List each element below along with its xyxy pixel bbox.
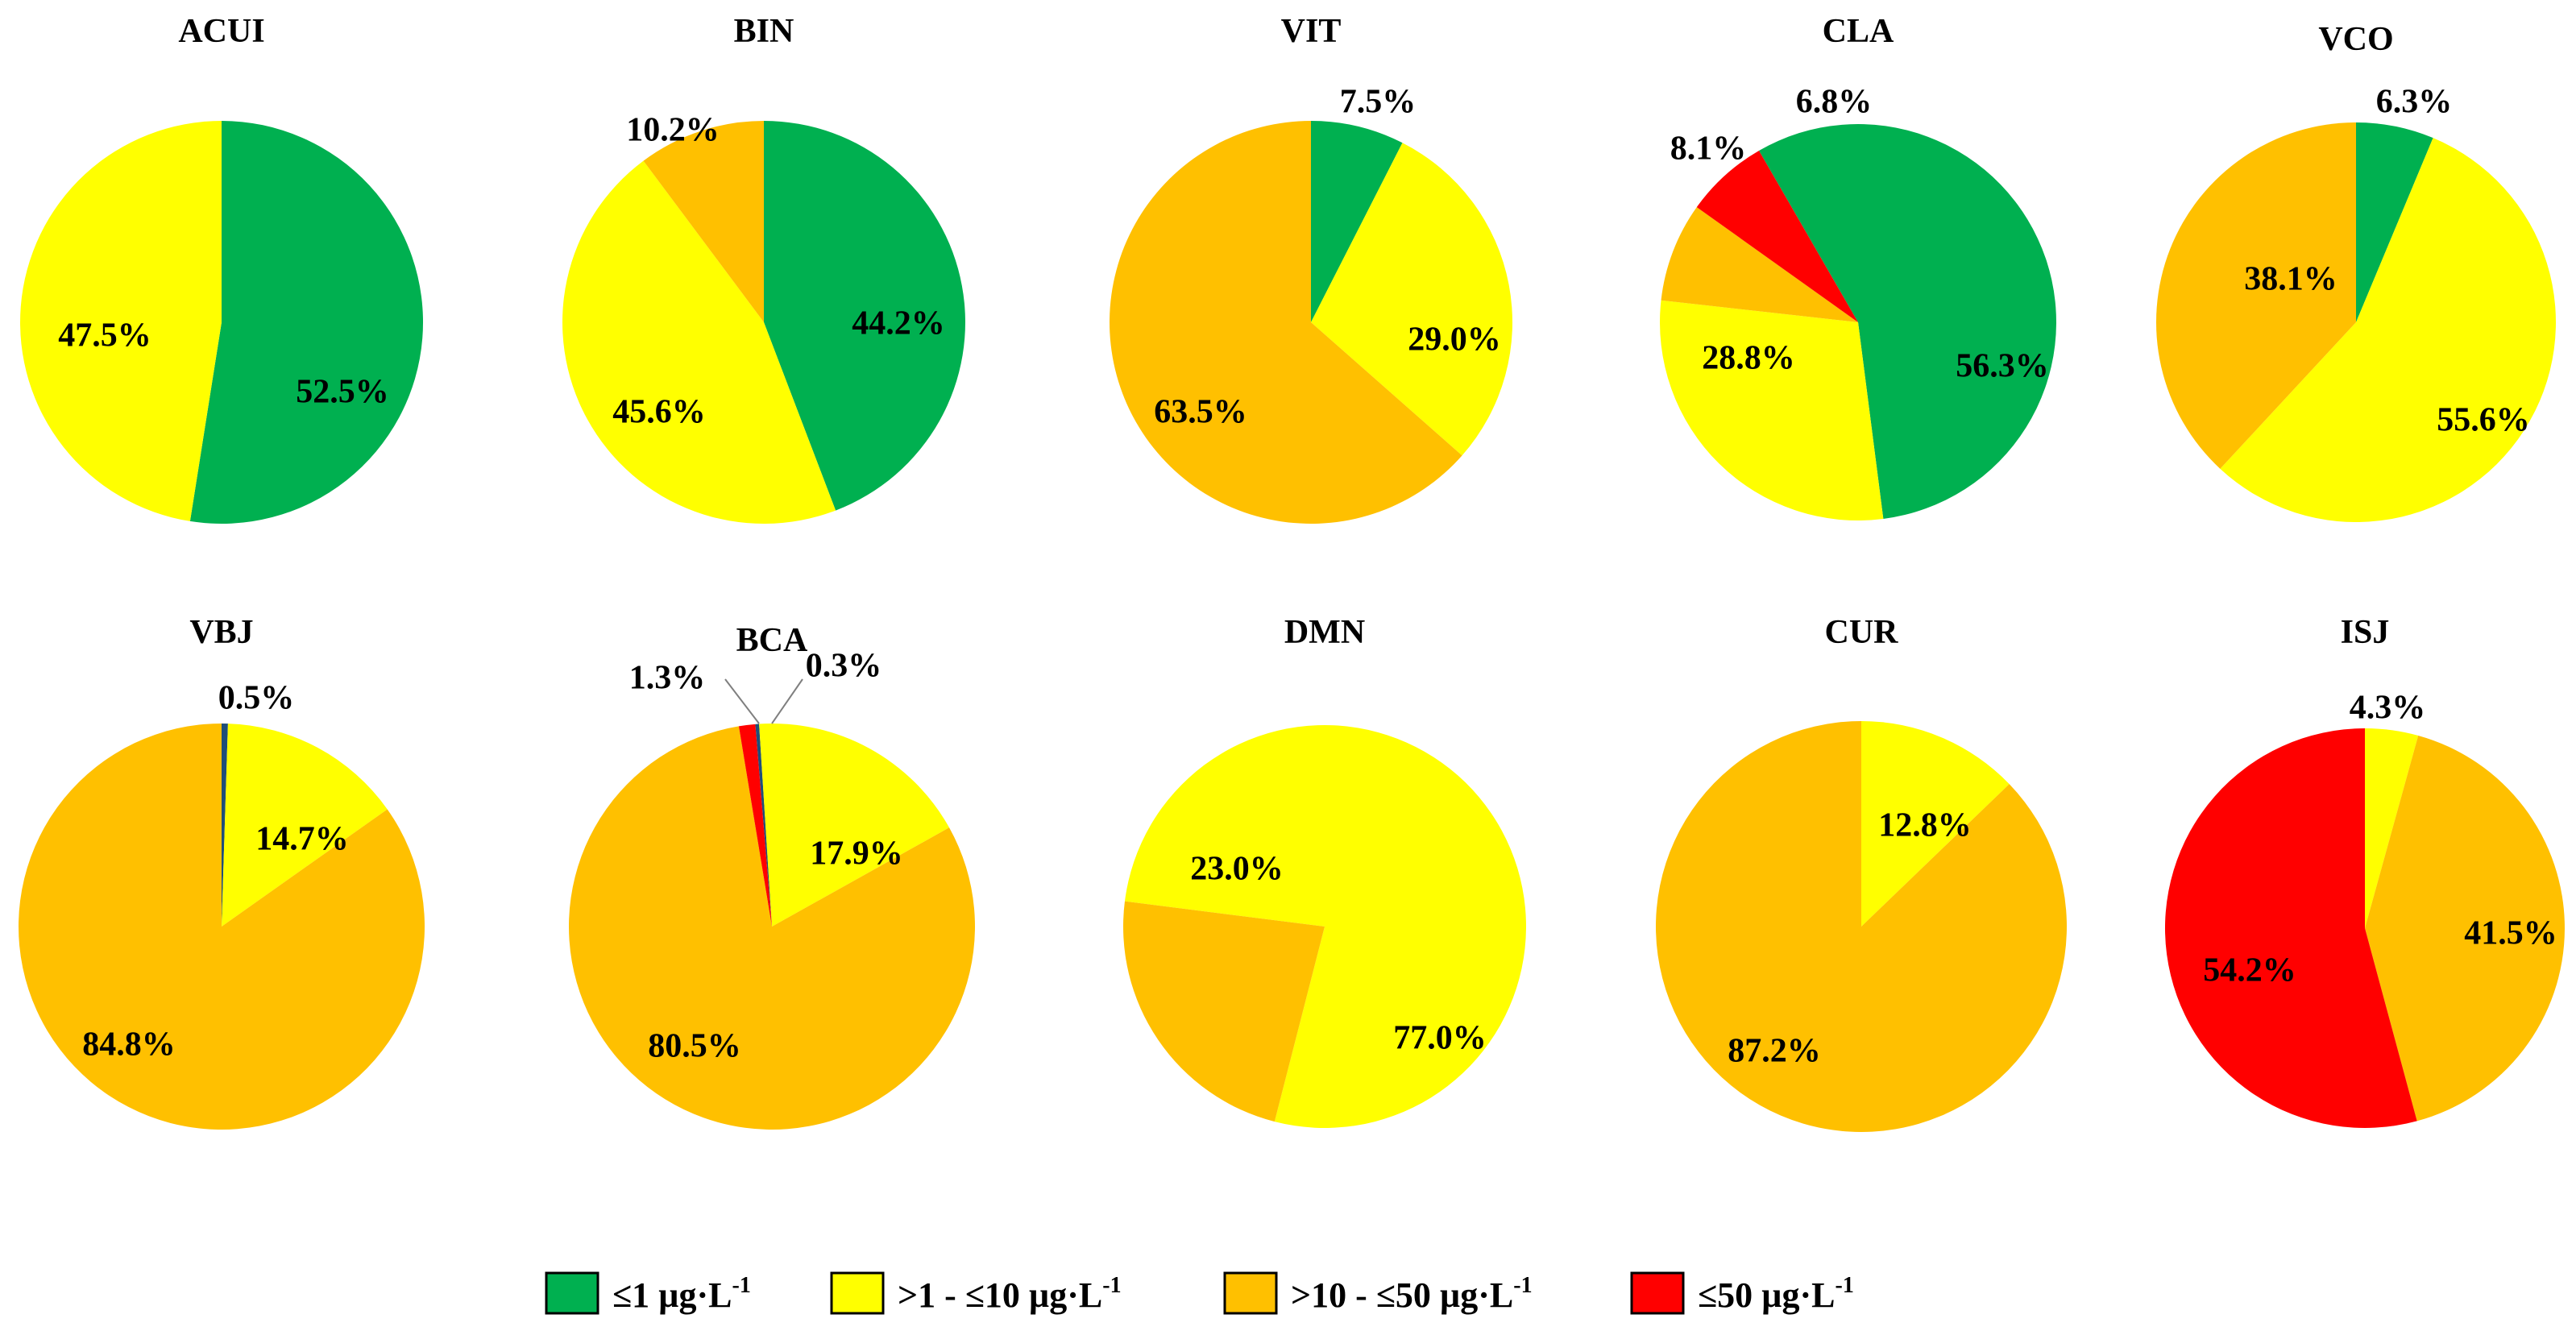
pie-title: CLA — [1823, 13, 1894, 50]
legend-swatch-le1 — [545, 1271, 599, 1315]
slice-label: 12.8% — [1878, 807, 1972, 844]
slice-label: 54.2% — [2203, 952, 2296, 989]
pie-title: BIN — [734, 13, 794, 50]
slice-label: 23.0% — [1190, 851, 1284, 888]
legend-swatch-gt10le50 — [1223, 1271, 1278, 1315]
slice-label: 52.5% — [296, 374, 389, 411]
pie-slice-dark — [755, 724, 772, 927]
pie-slice-gt1le10 — [562, 160, 836, 524]
legend-label-gt10le50: >10 - ≤50 µg·L-1 — [1291, 1273, 1533, 1315]
pie-slice-le1 — [2356, 122, 2433, 322]
pie-chart-cla: CLA 56.3% 28.8% 8.1% 6.8% — [1659, 13, 2056, 521]
pie-chart-acui: ACUI 52.5% 47.5% — [20, 13, 424, 524]
pie-title: VCO — [2318, 21, 2393, 58]
slice-label: 0.5% — [218, 680, 295, 717]
slice-label: 47.5% — [58, 317, 151, 355]
legend: ≤1 µg·L-1 >1 - ≤10 µg·L-1 >10 - ≤50 µg·L-1… — [545, 1271, 1854, 1315]
legend-swatch-le50 — [1630, 1271, 1685, 1315]
pie-chart-vbj: VBJ 0.5% 14.7% 84.8% — [19, 614, 425, 1130]
pie-slice-gt10le50 — [19, 724, 425, 1130]
pie-slice-gt10le50 — [643, 121, 764, 322]
pie-slice-gt10le50 — [2365, 736, 2565, 1122]
slice-label: 6.3% — [2376, 84, 2453, 121]
pie-slice-le1 — [189, 121, 424, 524]
slice-label: 80.5% — [648, 1028, 741, 1065]
slice-label: 87.2% — [1728, 1033, 1821, 1070]
slice-label: 44.2% — [852, 305, 945, 342]
slice-label: 38.1% — [2244, 261, 2337, 298]
slice-label: 77.0% — [1393, 1020, 1487, 1057]
pie-slice-le1 — [764, 121, 965, 511]
pie-chart-dmn: DMN 77.0% 23.0% — [1122, 614, 1526, 1129]
pie-slice-gt10le50 — [1655, 721, 2067, 1132]
slice-label: 0.3% — [806, 648, 882, 685]
pie-slice-gt1le10 — [222, 724, 388, 927]
pie-slice-le50 — [1696, 150, 1858, 322]
legend-swatch-gt1le10 — [830, 1271, 885, 1315]
slice-label: 6.8% — [1796, 84, 1873, 121]
slice-label: 7.5% — [1340, 84, 1417, 121]
slice-label: 17.9% — [810, 836, 903, 873]
pie-slice-gt1le10 — [20, 121, 222, 521]
pie-title: VBJ — [189, 614, 253, 651]
slice-label: 45.6% — [612, 394, 706, 431]
slice-label: 29.0% — [1408, 321, 1501, 359]
legend-label-le50: ≤50 µg·L-1 — [1698, 1273, 1854, 1315]
legend-label-gt1le10: >1 - ≤10 µg·L-1 — [898, 1273, 1122, 1315]
pie-chart-isj: ISJ 4.3% 41.5% 54.2% — [2164, 614, 2565, 1128]
pie-slice-gt1le10 — [759, 723, 950, 927]
pie-title: ISJ — [2341, 614, 2390, 651]
pie-title: ACUI — [178, 13, 264, 50]
pie-slice-gt10le50 — [568, 726, 975, 1130]
slice-label: 10.2% — [626, 112, 720, 149]
slice-label: 8.1% — [1670, 131, 1747, 168]
pie-chart-vit: VIT 7.5% 29.0% 63.5% — [1110, 13, 1513, 524]
pie-slice-gt1le10 — [1659, 300, 1884, 521]
pie-slice-dark — [222, 723, 228, 927]
pie-title: BCA — [736, 622, 808, 659]
pie-slice-gt1le10 — [2365, 728, 2419, 928]
slice-label: 41.5% — [2464, 915, 2557, 952]
slice-label: 4.3% — [2350, 690, 2426, 727]
pie-chart-cur: CUR 12.8% 87.2% — [1655, 614, 2067, 1132]
slice-label: 14.7% — [255, 821, 349, 858]
slice-label: 1.3% — [629, 660, 706, 697]
slice-label: 55.6% — [2437, 402, 2530, 439]
pie-slice-le50 — [2164, 728, 2417, 1128]
legend-label-le1: ≤1 µg·L-1 — [612, 1273, 751, 1315]
leader-line — [724, 678, 760, 724]
pie-slice-le1 — [1311, 121, 1403, 322]
pie-title: DMN — [1284, 614, 1365, 651]
pie-slice-le50 — [738, 724, 772, 927]
slice-label: 84.8% — [82, 1026, 176, 1064]
pie-title: CUR — [1825, 614, 1899, 651]
pie-slice-gt1le10 — [1861, 721, 2010, 927]
slice-label: 63.5% — [1154, 394, 1247, 431]
pie-chart-vco: VCO 6.3% 55.6% 38.1% — [2155, 21, 2557, 523]
pie-slice-gt10le50 — [2155, 122, 2356, 469]
pie-slice-gt10le50 — [1110, 121, 1462, 524]
pie-slice-le1 — [1759, 124, 2056, 519]
leader-line — [771, 678, 803, 724]
slice-label: 56.3% — [1956, 348, 2049, 385]
pie-slice-gt10le50 — [1122, 901, 1325, 1122]
pie-slice-gt1le10 — [2220, 138, 2557, 523]
slice-label: 28.8% — [1702, 340, 1795, 377]
pie-slice-gt10le50 — [1661, 207, 1858, 322]
pie-slice-gt1le10 — [1124, 725, 1526, 1129]
pie-slice-gt1le10 — [1311, 143, 1513, 456]
pie-chart-bin: BIN 44.2% 45.6% 10.2% — [562, 13, 965, 524]
pie-title: VIT — [1281, 13, 1342, 50]
